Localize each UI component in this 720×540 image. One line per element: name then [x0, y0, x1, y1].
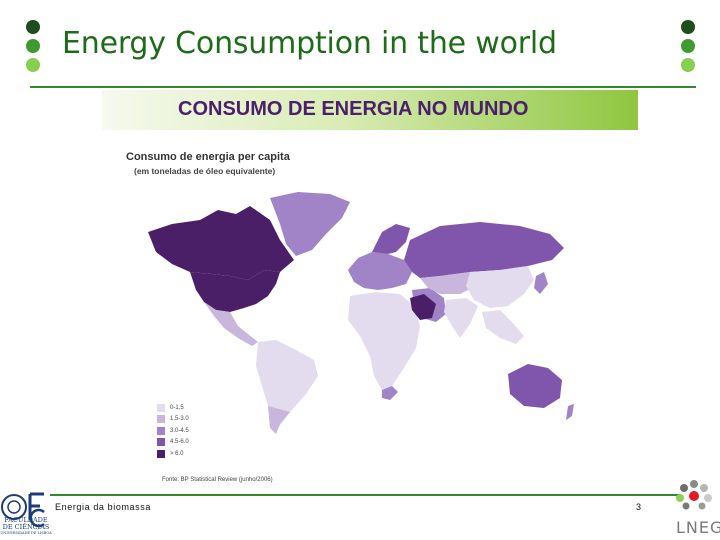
map-source: Fonte: BP Statistical Review (junho/2006…	[162, 477, 273, 483]
dot-light-icon	[26, 58, 40, 72]
legend-label: > 6.0	[170, 450, 184, 457]
legend-label: 1.5-3.0	[170, 416, 189, 423]
legend-swatch	[157, 415, 165, 424]
dot-light-icon	[681, 58, 695, 72]
region-australia	[508, 364, 562, 408]
region-usa	[190, 270, 280, 312]
legend-swatch	[157, 426, 165, 435]
faculdade-ciencias-logo-text: FACULDADE DE CIÊNCIAS UNIVERSIDADE DE LI…	[0, 516, 52, 536]
region-saudi-arabia	[410, 294, 436, 320]
decorative-dots-right	[681, 20, 699, 77]
region-southeast-asia	[482, 310, 524, 344]
legend-label: 4.5-6.0	[170, 439, 189, 446]
legend-item: 4.5-6.0	[157, 437, 189, 449]
region-central-asia	[420, 272, 476, 294]
region-russia	[404, 222, 564, 278]
legend-item: > 6.0	[157, 448, 189, 460]
dot-dark-icon	[26, 20, 40, 34]
region-india	[444, 298, 478, 338]
legend-label: 0-1.5	[170, 404, 184, 411]
faculdade-ciencias-logo-icon	[1, 492, 45, 528]
footer-text: Energia da biomassa	[55, 502, 151, 512]
title-divider	[30, 86, 696, 88]
map-legend-title: Consumo de energia per capita	[126, 151, 290, 163]
lneg-logo-icon	[676, 480, 712, 510]
legend-swatch	[157, 438, 165, 447]
decorative-dots-left	[26, 20, 44, 77]
region-europe	[348, 252, 412, 290]
lneg-logo-text: LNEG	[676, 518, 720, 537]
legend-item: 3.0-4.5	[157, 425, 189, 437]
banner-title: CONSUMO DE ENERGIA NO MUNDO	[178, 98, 529, 120]
region-china	[466, 266, 534, 308]
slide-title: Energy Consumption in the world	[62, 26, 557, 61]
region-new-zealand	[566, 404, 574, 420]
region-japan	[534, 272, 548, 294]
legend-item: 1.5-3.0	[157, 414, 189, 426]
faculdade-name: FACULDADE DE CIÊNCIAS	[2, 516, 50, 531]
legend-item: 0-1.5	[157, 402, 189, 414]
region-canada	[148, 206, 294, 280]
region-africa	[348, 292, 420, 390]
world-energy-map	[148, 192, 574, 434]
legend-swatch	[157, 449, 165, 458]
dot-mid-icon	[681, 39, 695, 53]
page-number: 3	[636, 502, 642, 512]
legend-label: 3.0-4.5	[170, 427, 189, 434]
region-south-africa	[382, 386, 398, 400]
map-legend: 0-1.5 1.5-3.0 3.0-4.5 4.5-6.0 > 6.0	[157, 402, 189, 460]
region-argentina	[268, 406, 290, 434]
region-mexico	[204, 302, 258, 346]
dot-mid-icon	[26, 39, 40, 53]
region-greenland	[270, 192, 350, 256]
legend-swatch	[157, 403, 165, 412]
image-banner: CONSUMO DE ENERGIA NO MUNDO	[102, 90, 638, 130]
region-south-america	[256, 340, 318, 428]
map-legend-subtitle: (em toneladas de óleo equivalente)	[134, 166, 276, 176]
faculdade-subtitle: UNIVERSIDADE DE LISBOA	[0, 531, 52, 535]
footer-divider	[50, 494, 680, 496]
dot-dark-icon	[681, 20, 695, 34]
region-scandinavia	[372, 224, 410, 254]
